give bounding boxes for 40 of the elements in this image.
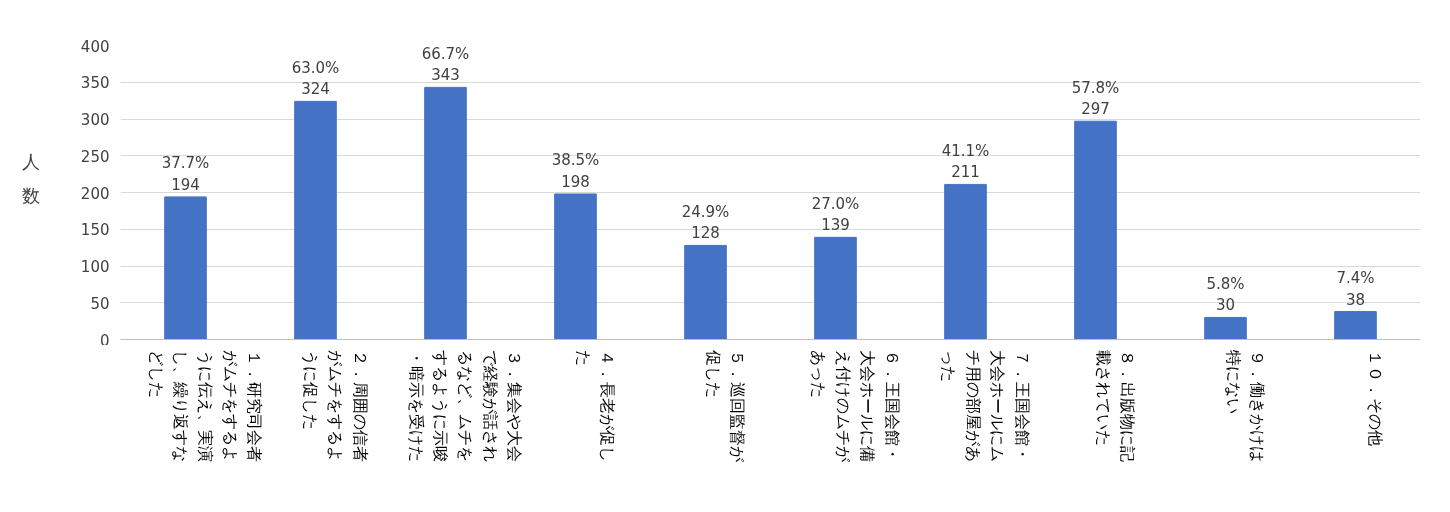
bar [294,100,337,340]
bar [1334,311,1377,340]
bar [164,196,207,340]
x-tick-label: １．研究司会者がムチをするように伝え、実演し、繰り返すなどした [146,349,265,462]
x-tick-label: ６．王国会館・大会ホールに備え付けのムチがあった [808,349,903,463]
y-tick-label: 200 [80,184,110,203]
data-label: 38.5% 198 [551,151,600,191]
data-label: 27.0% 139 [811,194,860,235]
bar [424,86,467,340]
x-tick-label: ７．王国会館・大会ホールにムチ用の部屋があった [938,349,1033,462]
bar [814,236,857,340]
data-label: 66.7% 343 [421,44,470,85]
data-label: 7.4% 38 [1336,268,1375,309]
y-tick-label: 300 [80,111,110,129]
x-tick-label: ２．周囲の信者がムチをするように促した [301,349,370,462]
bar [1074,120,1117,340]
y-tick-label: 50 [90,294,110,313]
x-tick-label: ４．長老が促した [573,349,618,462]
data-label: 5.8% 30 [1206,274,1245,315]
x-tick-label: ５．巡回監督が促した [703,349,748,463]
bar [944,183,987,340]
x-tick-label: ３．集会や大会で経験が話されるなど、ムチをするように示唆・暗示を受けた [406,349,525,462]
x-tick-label: ９．働きかけは特にない [1223,349,1268,462]
y-tick-label: 400 [80,37,110,56]
data-label: 57.8% 297 [1071,78,1120,119]
data-label: 41.1% 211 [941,141,990,182]
bar [684,244,727,340]
data-label: 24.9% 128 [681,202,730,243]
bar [1204,316,1247,340]
y-tick-label: 350 [80,74,110,93]
data-label: 37.7% 194 [161,154,210,194]
y-tick-label: 250 [80,147,110,166]
y-tick-label: 100 [80,258,110,276]
y-tick-label: 150 [80,221,110,240]
bar [554,193,597,340]
y-tick-label: 0 [99,331,110,350]
x-tick-label: １０．その他 [1366,349,1385,446]
data-label: 63.0% 324 [291,58,340,99]
x-tick-label: ８．出版物に記載されていた [1093,349,1138,462]
y-axis-title: 人数 [21,150,40,206]
